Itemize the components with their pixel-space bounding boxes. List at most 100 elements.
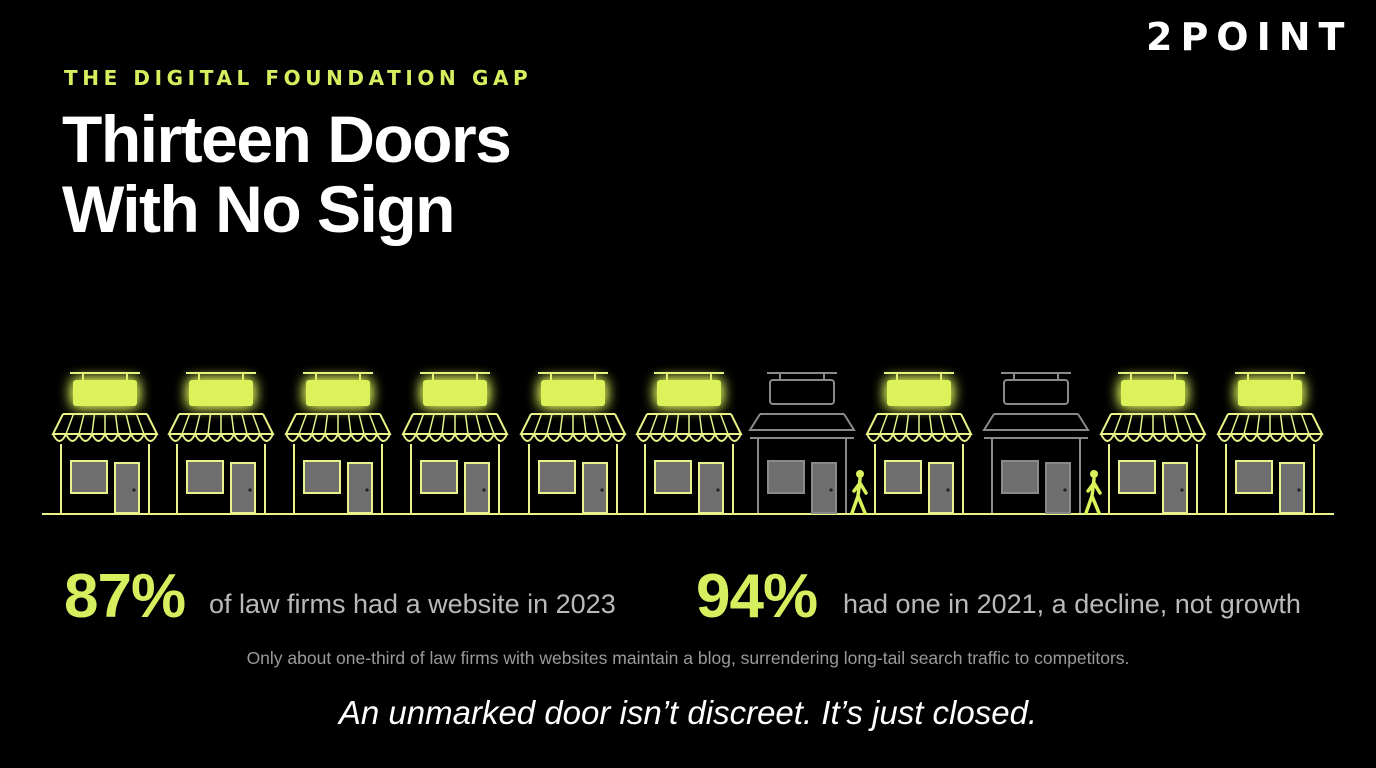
shop-door xyxy=(464,462,490,514)
closed-shutter-top xyxy=(748,413,856,431)
shop-window xyxy=(1235,460,1273,494)
awning-scallops xyxy=(402,433,508,442)
awning-stripe xyxy=(91,413,96,435)
blank-sign xyxy=(769,379,835,405)
awning-stripe xyxy=(1279,413,1284,435)
awning-stripe xyxy=(358,413,365,435)
awning-stripe xyxy=(441,413,446,435)
page-title: Thirteen Doors With No Sign xyxy=(62,102,512,246)
awning-stripe xyxy=(298,413,308,435)
awning-stripe xyxy=(698,413,703,435)
awning-scallops xyxy=(285,433,391,442)
shop-door xyxy=(1045,462,1071,514)
awning-scallops xyxy=(1217,433,1323,442)
title-line-2: With No Sign xyxy=(62,172,456,246)
awning-scallops xyxy=(1100,433,1206,442)
awning-stripe xyxy=(311,413,318,435)
title-line-1: Thirteen Doors xyxy=(62,102,512,176)
awning-stripe xyxy=(485,413,495,435)
glowing-sign xyxy=(657,380,721,406)
closed-shutter-top xyxy=(982,413,1090,431)
awning-scallops xyxy=(636,433,742,442)
awning-stripe xyxy=(78,413,85,435)
awning-stripe xyxy=(533,413,543,435)
shop-door xyxy=(698,462,724,514)
awning-stripe xyxy=(1173,413,1180,435)
shop-door xyxy=(230,462,256,514)
awning-stripe xyxy=(464,413,469,435)
tagline: An unmarked door isn’t discreet. It’s ju… xyxy=(338,694,1038,731)
awning-stripe xyxy=(415,413,425,435)
glowing-sign xyxy=(73,380,137,406)
storefront-lit xyxy=(401,372,509,514)
awning-scallops xyxy=(866,433,972,442)
door-knob xyxy=(1180,488,1184,492)
awning-stripe xyxy=(125,413,132,435)
storefront-lit xyxy=(1099,372,1207,514)
door-knob xyxy=(365,488,369,492)
shop-window xyxy=(420,460,458,494)
awning-stripe xyxy=(241,413,248,435)
awning-stripe xyxy=(675,413,680,435)
awning-scallops xyxy=(520,433,626,442)
shop-window xyxy=(767,460,805,494)
awning-stripe xyxy=(135,413,145,435)
shop-window xyxy=(70,460,108,494)
awning-stripe xyxy=(1256,413,1261,435)
brand-logo: 2POINT xyxy=(1146,15,1353,59)
awning-stripe xyxy=(1183,413,1193,435)
storefront-lit xyxy=(635,372,743,514)
awning-stripe xyxy=(662,413,669,435)
storefront-lit xyxy=(519,372,627,514)
awning-stripe xyxy=(1126,413,1133,435)
door-knob xyxy=(946,488,950,492)
eyebrow-label: THE DIGITAL FOUNDATION GAP xyxy=(64,66,533,90)
stat-value-2023: 87% xyxy=(64,562,186,631)
glowing-sign xyxy=(423,380,487,406)
shop-door xyxy=(1279,462,1305,514)
awning-stripe xyxy=(114,413,119,435)
awning-stripe xyxy=(1300,413,1310,435)
awning-stripe xyxy=(1113,413,1123,435)
shop-door xyxy=(582,462,608,514)
awning-stripe xyxy=(939,413,946,435)
footnote: Only about one-third of law firms with w… xyxy=(246,648,1130,668)
glowing-sign xyxy=(887,380,951,406)
door-knob xyxy=(716,488,720,492)
awning-stripe xyxy=(181,413,191,435)
door-knob xyxy=(482,488,486,492)
door-knob xyxy=(248,488,252,492)
glowing-sign xyxy=(1121,380,1185,406)
storefront-lit xyxy=(284,372,392,514)
awning-stripe xyxy=(1162,413,1167,435)
awning-stripe xyxy=(1230,413,1240,435)
door-knob xyxy=(132,488,136,492)
storefront-dark xyxy=(748,372,868,515)
walking-person-head xyxy=(1090,470,1098,478)
shop-window xyxy=(303,460,341,494)
storefront-lit xyxy=(167,372,275,514)
awning-stripe xyxy=(251,413,261,435)
stat-text-2021: had one in 2021, a decline, not growth xyxy=(843,589,1301,619)
awning-stripe xyxy=(928,413,933,435)
door-knob xyxy=(1063,488,1067,492)
door-knob xyxy=(829,488,833,492)
shop-window xyxy=(1118,460,1156,494)
shop-door xyxy=(114,462,140,514)
storefront-street-illustration xyxy=(42,372,1334,515)
awning-stripe xyxy=(649,413,659,435)
glowing-sign xyxy=(1238,380,1302,406)
awning-stripe xyxy=(368,413,378,435)
shop-door xyxy=(347,462,373,514)
shop-window xyxy=(186,460,224,494)
awning-stripe xyxy=(905,413,910,435)
glowing-sign xyxy=(306,380,370,406)
shop-window xyxy=(538,460,576,494)
door-knob xyxy=(1297,488,1301,492)
shop-door xyxy=(1162,462,1188,514)
shop-door xyxy=(928,462,954,514)
awning-stripe xyxy=(475,413,482,435)
stat-text-2023: of law firms had a website in 2023 xyxy=(209,589,616,619)
awning-stripe xyxy=(1243,413,1250,435)
